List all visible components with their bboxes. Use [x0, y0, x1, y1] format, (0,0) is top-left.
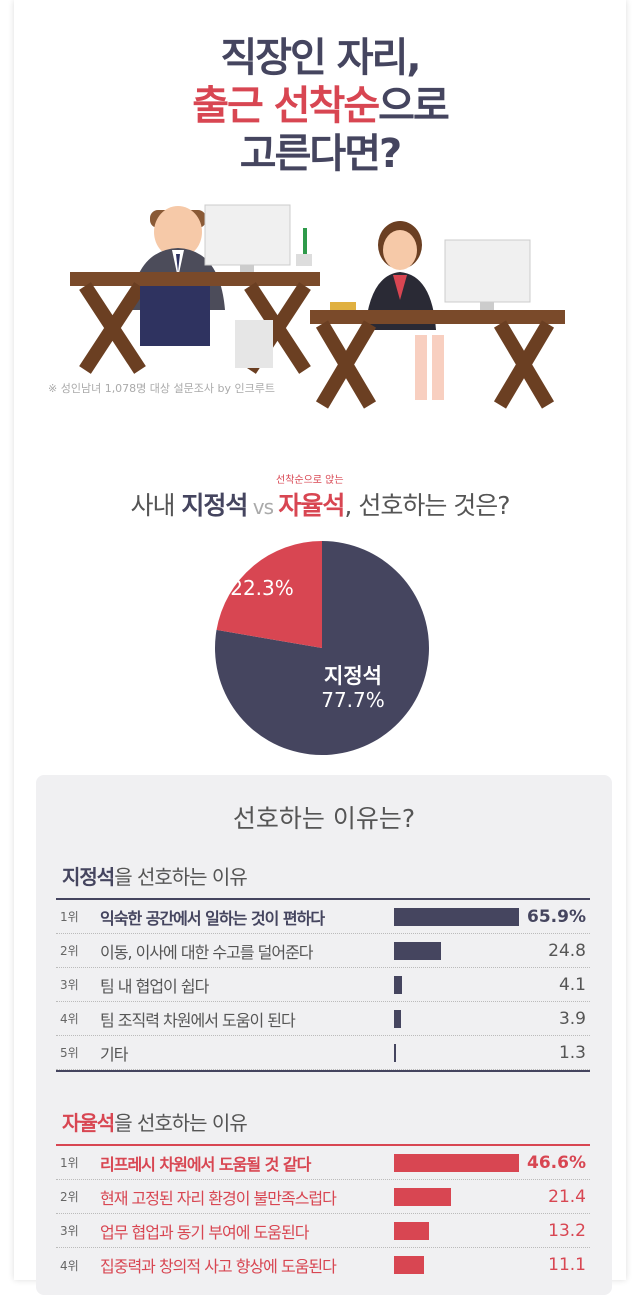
bar	[394, 1044, 397, 1062]
rank: 4위	[60, 1012, 79, 1026]
pie-label-value: 22.3%	[230, 576, 294, 600]
rank: 3위	[60, 978, 79, 992]
table-row: 4위 팀 조직력 차원에서 도움이 된다 3.9	[56, 1002, 590, 1036]
sec-bold: 지정석	[62, 865, 115, 889]
bar-value: 21.4	[548, 1186, 586, 1207]
reason-label: 익숙한 공간에서 일하는 것이 편하다	[100, 908, 325, 928]
title-line-2: 출근 선착순으로	[0, 80, 640, 132]
table-top-rule	[56, 1144, 590, 1146]
rank: 3위	[60, 1224, 79, 1238]
bar-value: 11.1	[548, 1255, 586, 1275]
pie-label-name: 지정석	[324, 664, 382, 688]
table-row: 5위 기타 1.3	[56, 1036, 590, 1070]
table-row: 1위 리프레시 차원에서 도움될 것 같다 46.6%	[56, 1146, 590, 1180]
bar	[394, 1222, 430, 1240]
bar-value: 65.9%	[527, 906, 586, 927]
title-rest: 으로	[378, 83, 450, 129]
reason-label: 업무 협업과 동기 부여에 도움된다	[100, 1222, 309, 1242]
sec-bold: 자율석	[62, 1111, 115, 1135]
question: 사내 지정석 vs 자율석, 선호하는 것은?	[0, 486, 640, 522]
sec-rest: 을 선호하는 이유	[114, 865, 248, 889]
bar	[394, 1188, 452, 1206]
bar-value: 4.1	[558, 974, 586, 995]
table-row: 3위 업무 협업과 동기 부여에 도움된다 13.2	[56, 1214, 590, 1248]
pie-label-value: 77.7%	[321, 688, 385, 712]
sec-rest: 을 선호하는 이유	[114, 1111, 248, 1135]
reason-label: 리프레시 차원에서 도움될 것 같다	[100, 1154, 311, 1174]
reasons-panel: 선호하는 이유는? 지정석을 선호하는 이유 1위 익숙한 공간에서 일하는 것이…	[36, 775, 612, 1295]
rank: 1위	[60, 1156, 79, 1170]
q-prefix: 사내	[130, 491, 182, 520]
bar-value: 3.9	[558, 1008, 586, 1029]
q-suffix: , 선호하는 것은?	[344, 491, 510, 520]
table-row: 3위 팀 내 협업이 쉽다 4.1	[56, 968, 590, 1002]
reason-label: 기타	[100, 1044, 128, 1064]
rank: 5위	[60, 1046, 79, 1060]
bar-value: 1.3	[558, 1042, 586, 1063]
table-row: 4위 집중력과 창의적 사고 향상에 도움된다 11.1	[56, 1248, 590, 1282]
rank: 2위	[60, 1190, 79, 1204]
free-reasons-title: 자율석을 선호하는 이유	[62, 1107, 248, 1136]
rank: 2위	[60, 944, 79, 958]
pie-chart	[214, 541, 429, 755]
bar	[394, 1154, 519, 1172]
rank: 1위	[60, 910, 79, 924]
reason-label: 이동, 이사에 대한 수고를 덜어준다	[100, 942, 314, 962]
table-row: 2위 이동, 이사에 대한 수고를 덜어준다 24.8	[56, 934, 590, 968]
pie-slice-fixed	[214, 541, 429, 755]
title-highlight: 출근 선착순	[192, 83, 380, 129]
pie-label-free: 22.3%	[222, 576, 302, 602]
bar-value: 46.6%	[527, 1152, 586, 1173]
title-line-3: 고른다면?	[239, 131, 402, 177]
table-row: 1위 익숙한 공간에서 일하는 것이 편하다 65.9%	[56, 900, 590, 934]
bar	[394, 942, 442, 960]
q-option-a: 지정석	[181, 491, 248, 520]
bar	[394, 1256, 424, 1274]
reason-label: 현재 고정된 자리 환경이 불만족스럽다	[100, 1188, 337, 1208]
table-row: 2위 현재 고정된 자리 환경이 불만족스럽다 21.4	[56, 1180, 590, 1214]
fixed-reasons-title: 지정석을 선호하는 이유	[62, 861, 248, 890]
reasons-title: 선호하는 이유는?	[232, 804, 416, 833]
bar	[394, 908, 519, 926]
survey-note: ※ 성인남녀 1,078명 대상 설문조사 by 인크루트	[48, 382, 275, 395]
free-reasons-table: 1위 리프레시 차원에서 도움될 것 같다 46.6% 2위 현재 고정된 자리 환경이…	[56, 1144, 590, 1282]
reason-label: 집중력과 창의적 사고 향상에 도움된다	[100, 1257, 337, 1276]
reason-label: 팀 내 협업이 쉽다	[100, 976, 209, 996]
q-vs: vs	[247, 495, 279, 519]
rank: 4위	[60, 1258, 79, 1273]
reason-label: 팀 조직력 차원에서 도움이 된다	[100, 1010, 296, 1030]
bar	[394, 1010, 402, 1028]
title-line-1: 직장인 자리,	[220, 35, 421, 81]
bar-value: 13.2	[548, 1220, 586, 1241]
question-annotation: 선착순으로 앉는	[276, 475, 344, 486]
q-option-b: 자율석	[278, 491, 345, 520]
table-bottom-rule	[56, 1070, 590, 1072]
pie-slice-free	[216, 541, 322, 648]
bar	[394, 976, 402, 994]
office-illustration	[70, 204, 565, 409]
table-top-rule	[56, 898, 590, 900]
fixed-reasons-table: 1위 익숙한 공간에서 일하는 것이 편하다 65.9% 2위 이동, 이사에 대한 수…	[56, 898, 590, 1072]
pie-label-fixed: 지정석 77.7%	[308, 664, 398, 714]
bar-value: 24.8	[548, 940, 586, 961]
